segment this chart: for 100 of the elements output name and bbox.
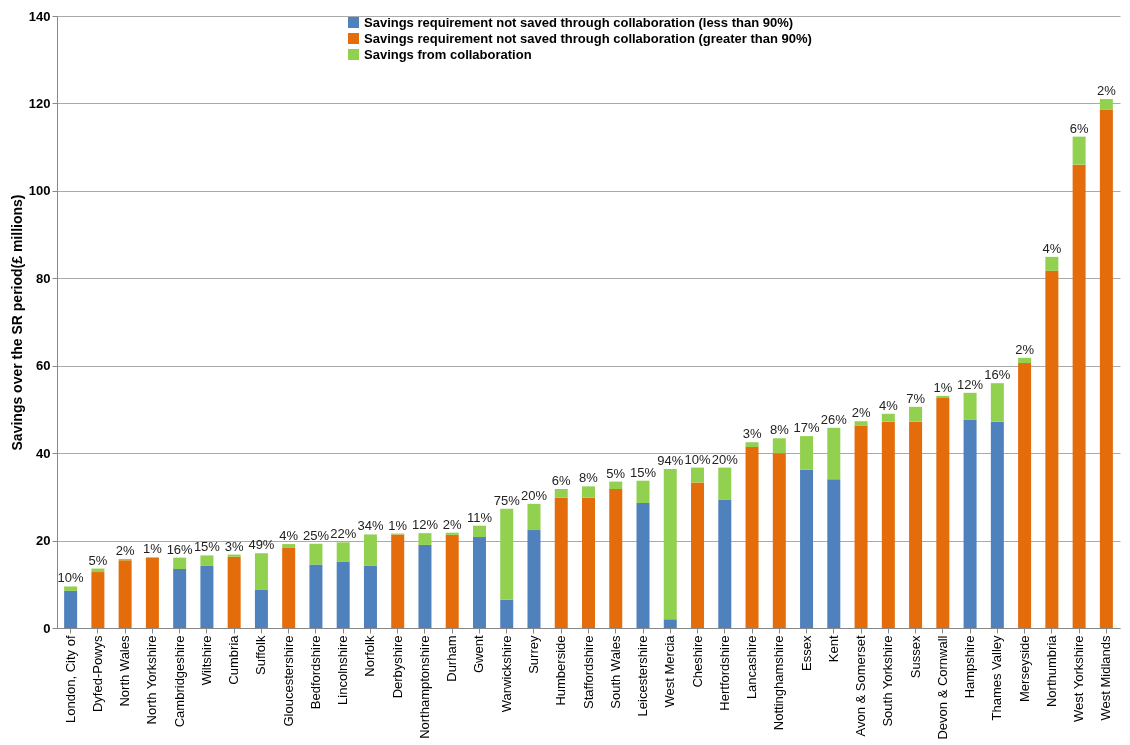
annotation: 2% (851, 405, 871, 421)
x-tick-label: Durham (444, 635, 460, 682)
x-tick-label: Derbyshire (389, 635, 405, 699)
bar (1045, 270, 1059, 628)
bar (227, 556, 241, 628)
annotation: 20% (520, 487, 548, 503)
bar (1072, 164, 1086, 628)
bar (745, 447, 759, 628)
annotation: 1% (388, 517, 408, 533)
annotation: 6% (1069, 120, 1089, 136)
bar (582, 497, 595, 628)
bar (64, 590, 78, 628)
bar (64, 586, 78, 591)
bar (936, 398, 950, 628)
x-tick-label: Norfolk (362, 635, 378, 677)
bar (881, 413, 895, 422)
bar (772, 453, 786, 628)
x-tick-label: Thames Valley (989, 635, 1005, 721)
y-tick-label: 100 (28, 183, 51, 199)
bar (990, 421, 1004, 628)
x-tick-label: Cheshire (689, 635, 705, 688)
bar (1099, 99, 1113, 110)
annotation: 2% (442, 516, 463, 532)
annotation: 10% (684, 451, 711, 467)
bar (827, 479, 841, 628)
x-tick-label: Northamptonshire (416, 635, 432, 739)
bar (718, 467, 732, 500)
bar (745, 442, 759, 448)
x-tick-label: Gloucestershire (280, 635, 296, 727)
x-tick-label: Warwickshire (498, 635, 514, 713)
y-tick-label: 60 (36, 358, 51, 374)
bar (1099, 109, 1113, 628)
bar (854, 425, 868, 628)
annotation: 49% (248, 537, 275, 553)
y-tick-label: 80 (36, 270, 51, 286)
bar (527, 503, 541, 531)
annotation: 2% (1096, 83, 1117, 99)
bar (173, 568, 187, 628)
annotation: 8% (579, 470, 599, 486)
bar (827, 427, 841, 480)
bar (1045, 256, 1059, 271)
x-tick-label: South Yorkshire (880, 635, 896, 727)
annotation: 5% (606, 465, 626, 481)
x-tick-label: South Wales (607, 635, 623, 709)
x-tick-label: Bedfordshire (307, 635, 323, 710)
bar (254, 553, 268, 590)
x-tick-label: Northumbria (1043, 634, 1059, 708)
annotation: 7% (906, 390, 926, 406)
bar (609, 481, 623, 489)
annotation: 4% (878, 397, 899, 413)
y-tick-label: 120 (28, 95, 51, 111)
x-tick-label: Sussex (907, 635, 923, 679)
x-tick-label: Surrey (525, 635, 541, 674)
x-tick-label: Leicestershire (635, 635, 651, 717)
x-tick-label: Gwent (471, 635, 487, 674)
annotation: 6% (551, 472, 572, 488)
bar (418, 533, 432, 545)
x-tick-label: Dyfed-Powys (89, 635, 105, 713)
bar (309, 564, 323, 628)
bar (691, 467, 705, 483)
x-tick-label: West Mercia (662, 634, 678, 708)
annotation: 15% (193, 539, 221, 555)
bar (500, 599, 514, 628)
bar (254, 589, 268, 628)
legend-label: Savings requirement not saved through collaboration (greater than 90%) (364, 30, 812, 46)
bar (963, 419, 977, 628)
annotation: 15% (630, 464, 657, 480)
bar (663, 468, 677, 620)
annotation: 25% (302, 527, 330, 543)
x-tick-label: West Midlands (1098, 635, 1114, 721)
x-tick-label: Suffolk (253, 635, 269, 676)
x-tick-label: Lancashire (744, 635, 760, 700)
bar (609, 488, 623, 628)
annotation: 8% (769, 422, 790, 438)
bar (282, 547, 296, 628)
annotation: 2% (115, 542, 135, 558)
bar (472, 537, 486, 628)
annotation: 3% (742, 426, 762, 442)
bar (445, 532, 459, 535)
x-tick-label: London, City of (62, 635, 78, 723)
bar (800, 436, 814, 470)
bar (363, 565, 377, 628)
x-tick-label: Essex (798, 635, 814, 671)
legend-label: Savings requirement not saved through collaboration (less than 90%) (364, 14, 794, 30)
annotation: 4% (279, 528, 299, 544)
legend-label: Savings from collaboration (364, 46, 532, 62)
bar (582, 486, 595, 498)
bar (636, 502, 650, 628)
x-tick-label: Avon & Somerset (853, 635, 869, 737)
bar (309, 543, 323, 565)
bar (363, 534, 377, 566)
bar (145, 558, 159, 628)
x-tick-label: Wiltshire (198, 635, 214, 686)
annotation: 20% (711, 451, 739, 467)
bar (118, 560, 132, 628)
bar (691, 482, 705, 628)
bar (500, 508, 514, 600)
x-tick-label: Cambridgeshire (171, 635, 187, 728)
bar (391, 534, 405, 628)
bar (336, 542, 350, 562)
